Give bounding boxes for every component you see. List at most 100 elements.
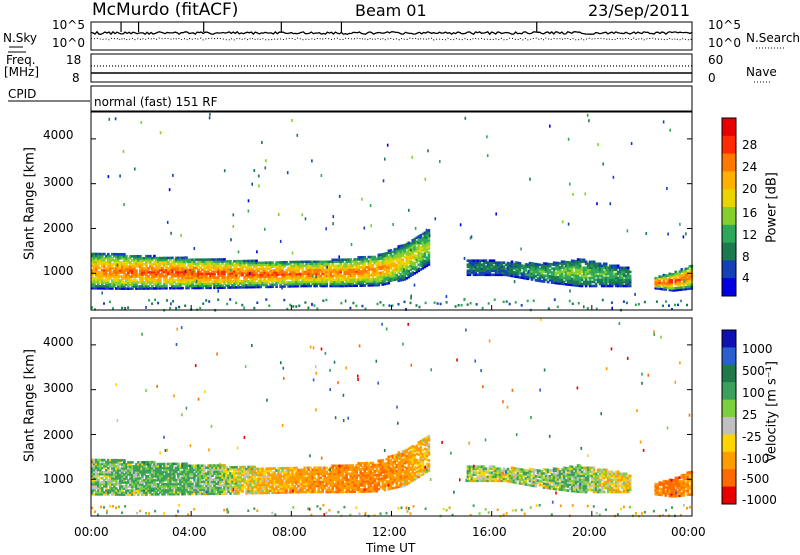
heatmap-cell — [345, 300, 347, 303]
heatmap-cell — [351, 243, 353, 246]
heatmap-cell — [265, 166, 267, 169]
heatmap-cell — [297, 134, 299, 137]
heatmap-cell — [169, 188, 171, 191]
heatmap-cell — [268, 305, 270, 308]
heatmap-cell — [428, 229, 431, 232]
heatmap-cell — [414, 284, 416, 287]
heatmap-cell — [384, 158, 386, 161]
heatmap-cell — [230, 238, 232, 241]
heatmap-cell — [167, 221, 169, 224]
heatmap-cell — [668, 304, 670, 307]
heatmap-cell — [315, 275, 317, 278]
heatmap-cell — [332, 222, 334, 225]
noise-traces — [91, 22, 692, 40]
nsearch-trace — [91, 38, 692, 40]
heatmap-cell — [184, 305, 186, 308]
heatmap-cell — [117, 264, 119, 267]
heatmap-cell — [521, 304, 523, 307]
heatmap-cell — [209, 116, 211, 119]
heatmap-cell — [634, 293, 636, 296]
heatmap-cell — [305, 217, 307, 220]
heatmap-cell — [295, 305, 297, 308]
heatmap-cell — [666, 187, 668, 190]
power-heatmap — [91, 113, 693, 312]
heatmap-cell — [554, 298, 556, 301]
heatmap-cell — [465, 117, 467, 120]
heatmap-cell — [520, 248, 522, 251]
heatmap-cell — [683, 235, 685, 238]
heatmap-cell — [425, 178, 427, 181]
power-panel — [91, 112, 693, 312]
heatmap-cell — [215, 286, 217, 289]
heatmap-cell — [233, 225, 235, 228]
heatmap-cell — [131, 461, 134, 464]
heatmap-cell — [108, 175, 110, 178]
heatmap-cell — [141, 121, 143, 124]
heatmap-cell — [569, 183, 571, 186]
heatmap-cell — [665, 300, 667, 303]
heatmap-cell — [249, 272, 251, 275]
heatmap-cell — [631, 142, 633, 145]
heatmap-cell — [281, 287, 283, 290]
heatmap-cell — [166, 299, 168, 302]
heatmap-cell — [264, 228, 266, 231]
heatmap-cell — [629, 275, 632, 278]
heatmap-cell — [527, 300, 529, 303]
heatmap-cell — [588, 119, 590, 122]
heatmap-cell — [280, 240, 282, 243]
heatmap-cell — [568, 138, 570, 141]
heatmap-cell — [185, 256, 187, 259]
heatmap-cell — [402, 258, 405, 261]
heatmap-cell — [557, 306, 559, 309]
heatmap-cell — [629, 271, 632, 274]
heatmap-cell — [361, 305, 363, 308]
heatmap-cell — [417, 266, 419, 269]
heatmap-cell — [583, 305, 585, 308]
heatmap-cell — [416, 304, 418, 307]
heatmap-cell — [562, 220, 564, 223]
heatmap-cell — [669, 129, 671, 132]
heatmap-cell — [644, 301, 646, 304]
heatmap-cell — [626, 302, 628, 305]
heatmap-cell — [410, 302, 412, 305]
heatmap-cell — [224, 169, 226, 172]
freq-panel — [91, 54, 692, 82]
heatmap-cell — [208, 300, 210, 303]
heatmap-cell — [656, 300, 658, 303]
heatmap-cell — [179, 258, 181, 261]
heatmap-cell — [686, 304, 688, 307]
heatmap-cell — [482, 307, 484, 310]
heatmap-cell — [458, 304, 460, 307]
heatmap-cell — [425, 302, 427, 305]
heatmap-cell — [488, 302, 490, 305]
heatmap-cell — [467, 303, 469, 306]
heatmap-cell — [123, 203, 125, 206]
heatmap-cell — [455, 305, 457, 308]
heatmap-cell — [205, 299, 207, 302]
heatmap-cell — [605, 263, 608, 266]
heatmap-cell — [410, 249, 412, 252]
heatmap-cell — [148, 299, 150, 302]
heatmap-cell — [572, 303, 574, 306]
heatmap-cell — [313, 304, 315, 307]
heatmap-cell — [383, 304, 385, 307]
heatmap-cell — [680, 300, 682, 303]
heatmap-cell — [261, 141, 263, 144]
heatmap-cell — [476, 303, 478, 306]
heatmap-cell — [410, 297, 412, 300]
heatmap-cell — [112, 307, 114, 310]
heatmap-cell — [446, 295, 448, 298]
heatmap-cell — [292, 305, 294, 308]
heatmap-cell — [495, 213, 497, 216]
heatmap-cell — [528, 270, 530, 273]
heatmap-cell — [258, 184, 260, 187]
heatmap-cell — [364, 227, 366, 230]
heatmap-cell — [411, 156, 413, 159]
heatmap-cell — [359, 257, 361, 260]
heatmap-cell — [392, 223, 394, 226]
heatmap-cell — [217, 299, 219, 302]
heatmap-cell — [169, 307, 171, 310]
heatmap-cell — [134, 168, 136, 171]
heatmap-cell — [157, 302, 159, 305]
heatmap-cell — [548, 307, 550, 310]
